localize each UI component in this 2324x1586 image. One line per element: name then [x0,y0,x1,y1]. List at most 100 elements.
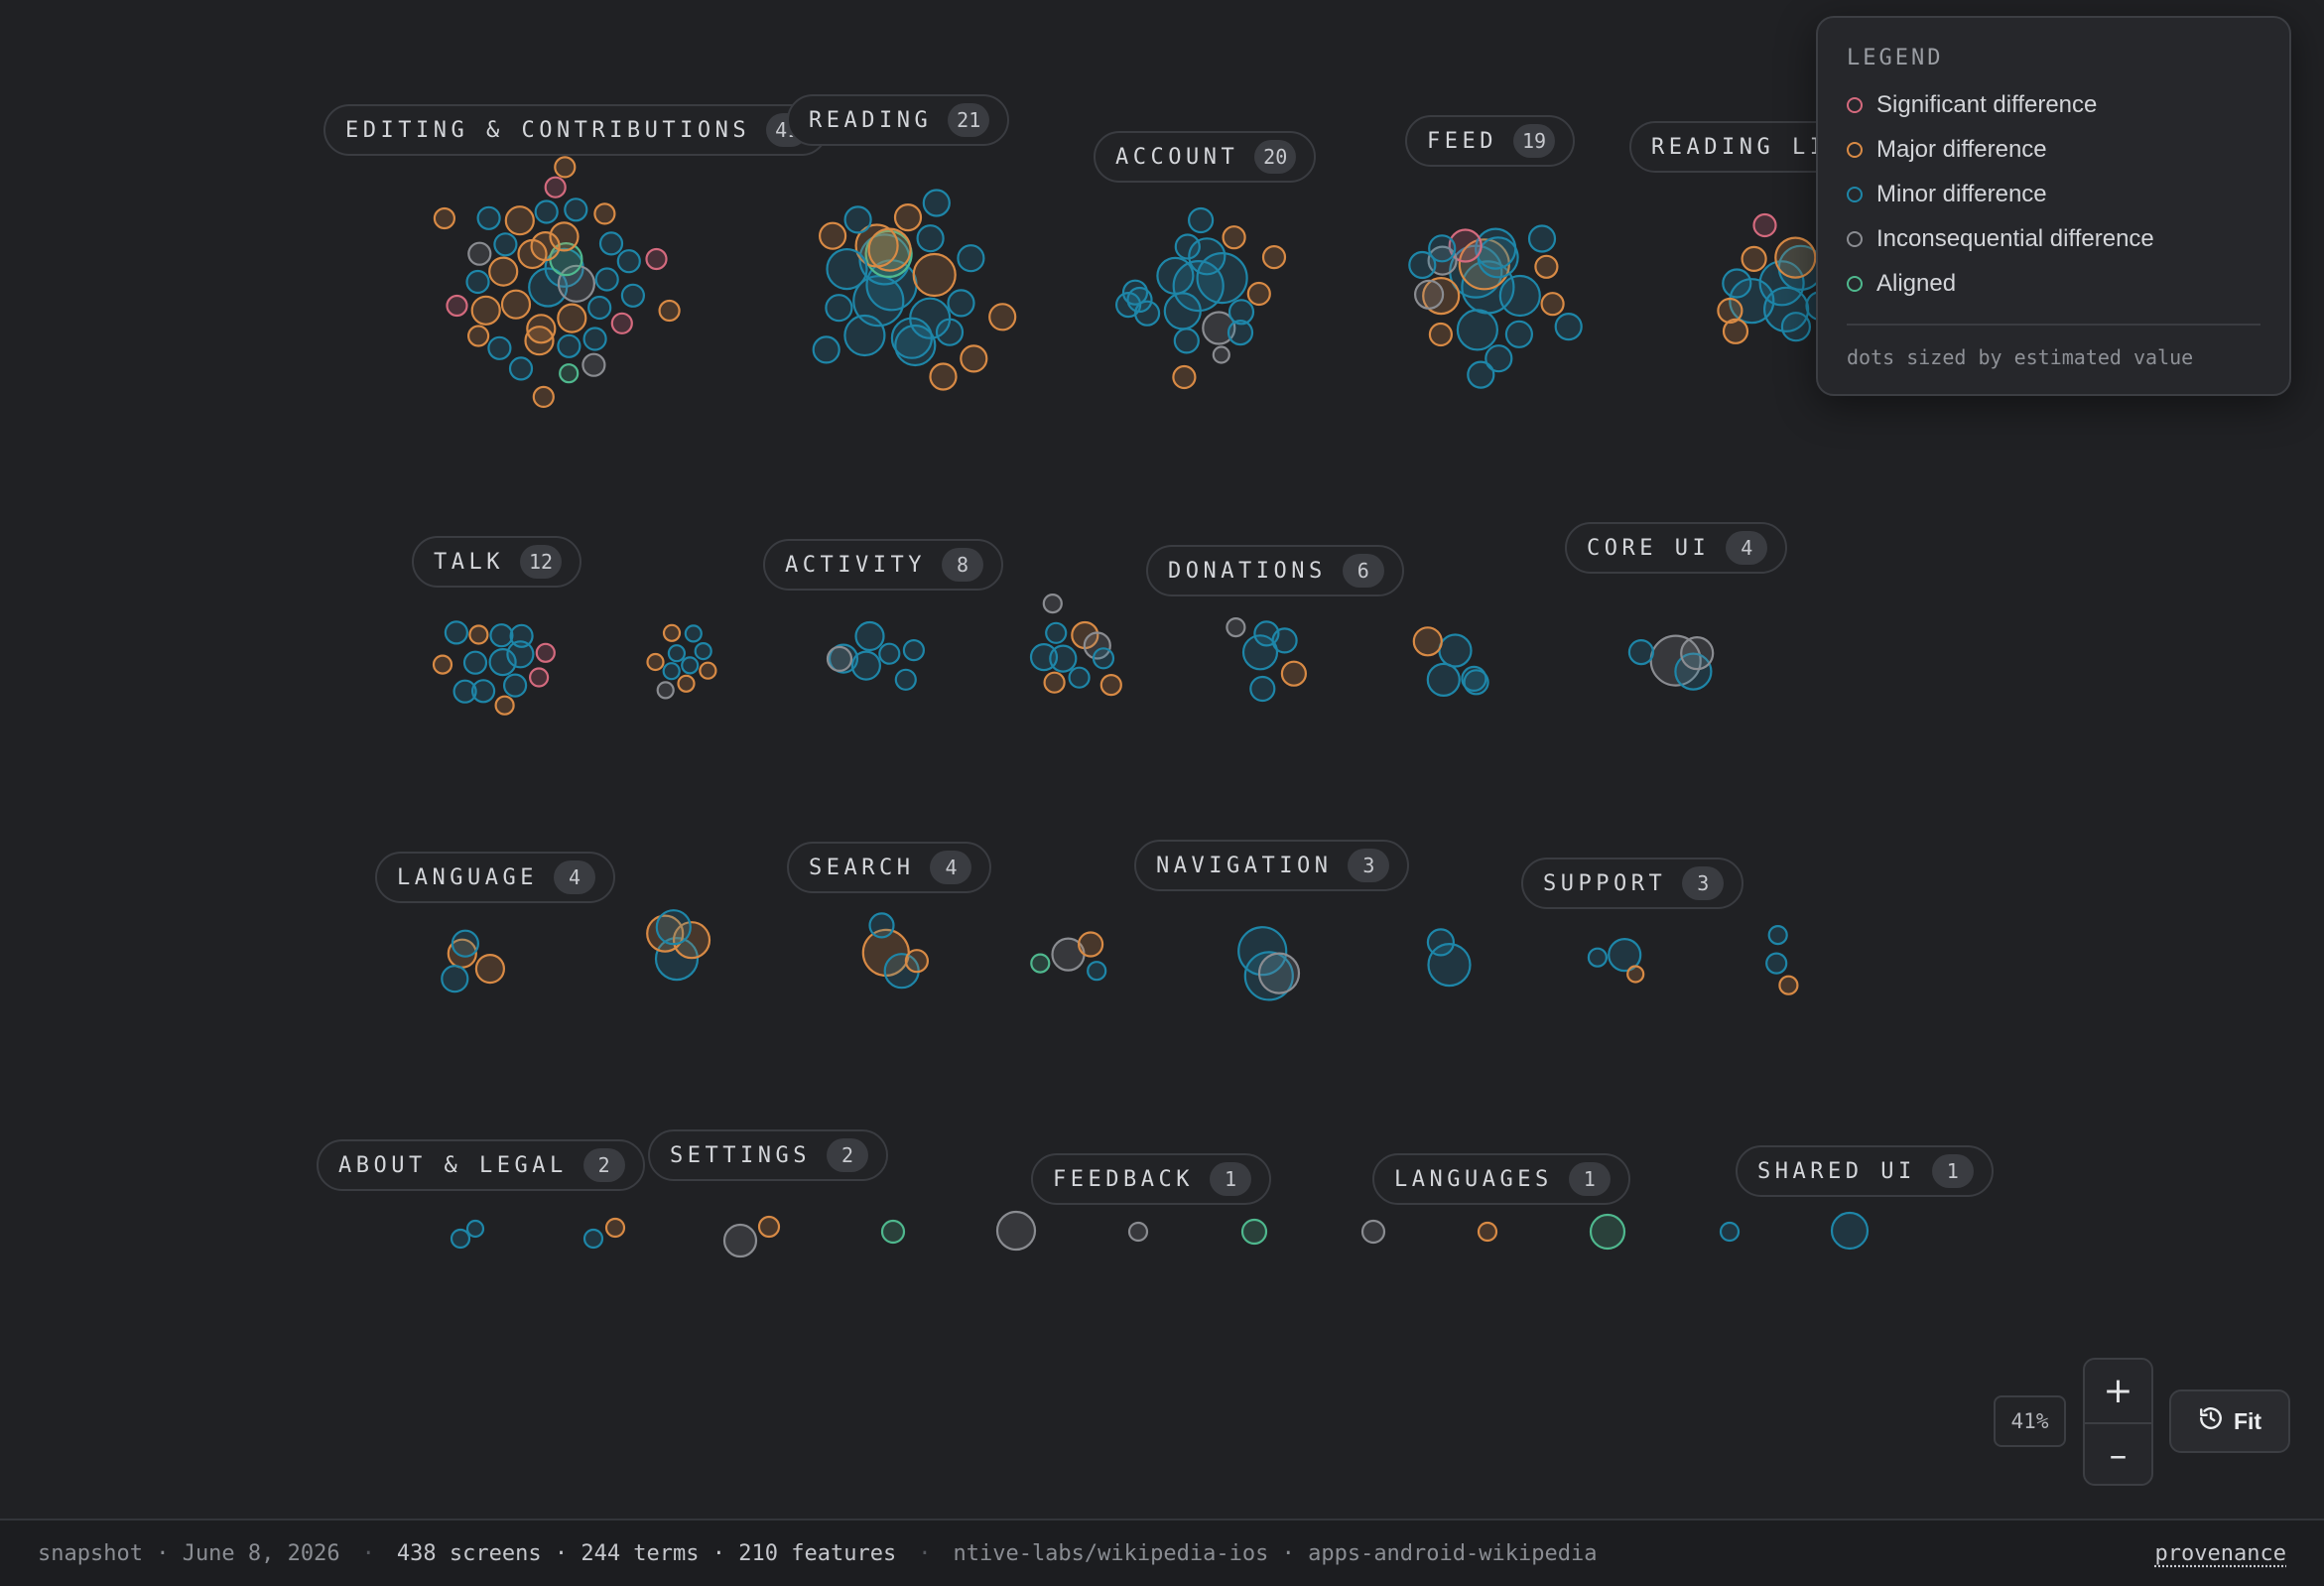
feature-dot[interactable] [826,645,853,673]
feature-dot[interactable] [1422,277,1461,316]
feature-dot[interactable] [662,623,682,642]
feature-dot[interactable] [433,206,455,230]
feature-dot[interactable] [582,327,607,351]
feature-dot[interactable] [1196,252,1248,305]
feature-dot[interactable] [681,656,700,675]
feature-dot[interactable] [1172,364,1197,390]
feature-dot[interactable] [1722,318,1749,344]
feature-dot[interactable] [1428,234,1457,263]
feature-dot[interactable] [1163,292,1202,330]
feature-dot[interactable] [1257,952,1301,994]
feature-dot[interactable] [1092,647,1115,670]
feature-dot[interactable] [471,679,496,704]
feature-dot[interactable] [581,352,606,377]
feature-dot[interactable] [1202,311,1236,345]
feature-dot[interactable] [916,224,945,253]
group-label-activity[interactable]: ACTIVITY 8 [763,539,1003,591]
feature-dot[interactable] [474,953,505,985]
feature-dot[interactable] [645,247,668,271]
zoom-in-button[interactable]: + [2103,1371,2133,1411]
group-label-shared-ui[interactable]: SHARED UI 1 [1736,1145,1994,1197]
feature-dot[interactable] [532,385,555,408]
feature-dot[interactable] [465,269,490,295]
feature-dot[interactable] [1241,634,1279,671]
feature-dot[interactable] [1426,662,1461,698]
feature-dot[interactable] [667,644,687,663]
feature-dot[interactable] [489,623,514,648]
feature-dot[interactable] [960,344,988,373]
feature-dot[interactable] [1237,926,1288,977]
feature-dot[interactable] [947,289,975,318]
group-label-settings[interactable]: SETTINGS 2 [648,1129,888,1181]
group-label-navigation[interactable]: NAVIGATION 3 [1134,840,1410,891]
feature-dot[interactable] [502,673,528,698]
feature-dot[interactable] [757,1215,781,1239]
feature-dot[interactable] [1188,237,1227,276]
feature-dot[interactable] [465,1219,485,1239]
feature-dot[interactable] [1680,635,1715,671]
feature-dot[interactable] [1261,245,1287,270]
feature-dot[interactable] [451,929,479,958]
feature-dot[interactable] [488,647,517,677]
feature-dot[interactable] [1498,274,1541,318]
group-label-support[interactable]: SUPPORT 3 [1521,858,1744,909]
feature-dot[interactable] [935,318,965,346]
feature-dot[interactable] [654,936,700,982]
feature-dot[interactable] [593,202,616,225]
feature-dot[interactable] [467,325,490,347]
group-label-talk[interactable]: TALK 12 [412,536,581,588]
feature-dot[interactable] [446,294,468,318]
feature-dot[interactable] [441,965,469,993]
feature-dot[interactable] [825,294,853,323]
feature-dot[interactable] [957,244,985,273]
feature-dot[interactable] [598,231,624,256]
feature-dot[interactable] [468,624,489,645]
feature-dot[interactable] [508,356,534,381]
feature-dot[interactable] [534,199,559,224]
feature-dot[interactable] [1087,961,1107,982]
feature-dot[interactable] [1174,233,1201,260]
feature-dot[interactable] [1413,279,1445,310]
feature-dot[interactable] [549,221,580,252]
feature-dot[interactable] [535,642,556,663]
feature-dot[interactable] [488,256,519,287]
group-label-account[interactable]: ACCOUNT 20 [1094,131,1317,183]
fit-button[interactable]: Fit [2169,1389,2290,1453]
feature-dot[interactable] [1627,638,1655,666]
feature-dot[interactable] [722,1223,758,1258]
feature-dot[interactable] [1448,228,1483,263]
feature-dot[interactable] [854,223,899,268]
feature-dot[interactable] [694,641,712,661]
feature-dot[interactable] [1083,631,1111,660]
feature-dot[interactable] [1719,1221,1741,1243]
feature-dot[interactable] [854,620,885,652]
feature-dot[interactable] [1534,254,1559,279]
feature-dot[interactable] [1438,633,1473,668]
feature-dot[interactable] [1029,642,1059,672]
feature-dot[interactable] [646,652,665,672]
feature-dot[interactable] [1589,1213,1626,1251]
feature-dot[interactable] [1527,224,1557,253]
feature-dot[interactable] [493,232,518,257]
feature-dot[interactable] [655,909,692,946]
feature-dot[interactable] [557,333,581,358]
feature-dot[interactable] [504,205,535,236]
feature-dot[interactable] [544,176,567,198]
feature-dot[interactable] [1475,227,1517,270]
feature-dot[interactable] [1042,593,1063,614]
feature-dot[interactable] [528,667,550,688]
group-label-languages[interactable]: LANGUAGES 1 [1372,1153,1630,1205]
feature-dot[interactable] [1778,975,1799,995]
feature-dot[interactable] [1765,952,1788,975]
feature-dot[interactable] [658,299,681,323]
feature-dot[interactable] [526,314,557,344]
feature-dot[interactable] [1121,279,1149,306]
feature-dot[interactable] [902,638,926,662]
feature-dot[interactable] [1360,1219,1386,1245]
group-label-feed[interactable]: FEED 19 [1405,115,1575,167]
feature-dot[interactable] [494,695,515,716]
feature-dot[interactable] [1504,320,1534,348]
feature-dot[interactable] [1114,292,1142,319]
feature-dot[interactable] [852,275,905,328]
feature-dot[interactable] [610,312,633,334]
